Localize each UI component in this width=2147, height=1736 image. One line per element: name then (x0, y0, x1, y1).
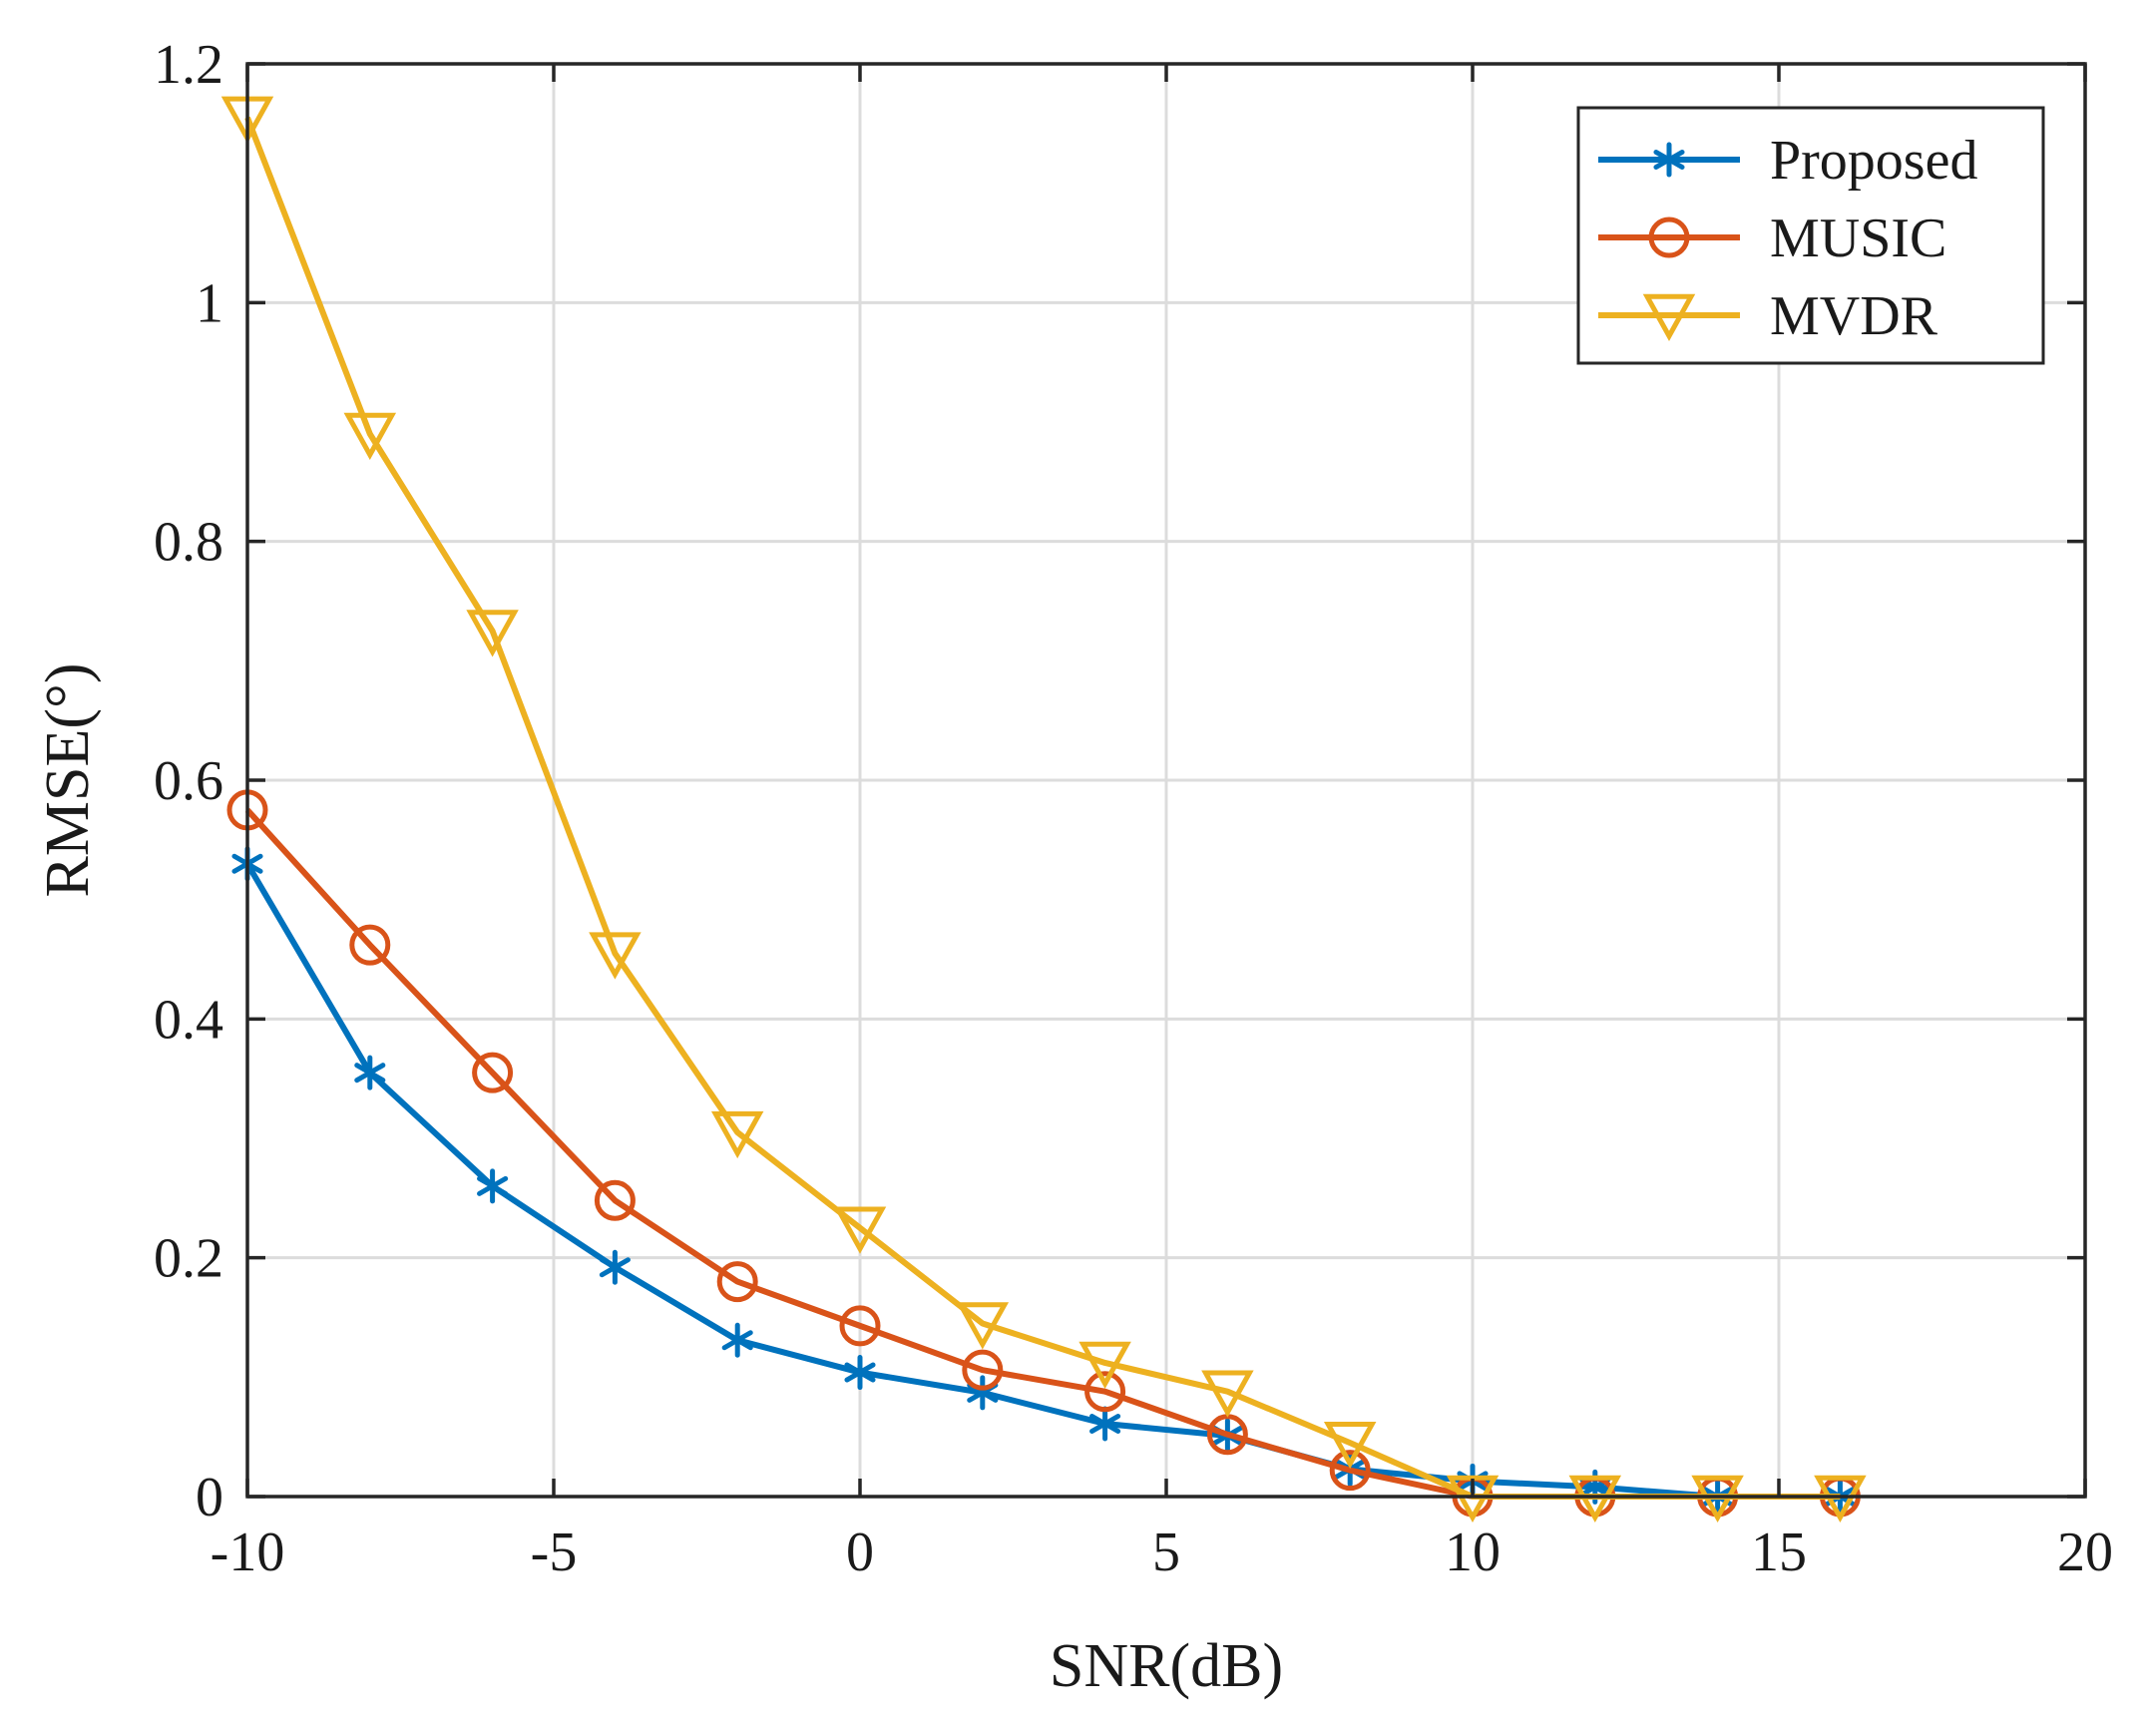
marker-circle (594, 1179, 636, 1221)
data-point-mvdr (1078, 1341, 1131, 1390)
marker-circle (349, 924, 391, 966)
y-tick-label: 0.4 (154, 989, 223, 1051)
marker-circle (962, 1349, 1004, 1391)
y-tick-label: 1 (196, 272, 223, 334)
data-point-music (594, 1179, 636, 1221)
marker-stroke (354, 1063, 386, 1084)
y-tick-label: 0.6 (154, 750, 223, 812)
data-point-mvdr (956, 1302, 1010, 1350)
marker-circle (1084, 1371, 1126, 1413)
data-point-music (1084, 1371, 1126, 1413)
legend-marker-proposed (1653, 142, 1685, 178)
data-point-mvdr (710, 1110, 764, 1159)
legend-item-music: MUSIC (1598, 208, 1946, 269)
data-point-music (839, 1305, 881, 1347)
data-point-mvdr (1323, 1421, 1377, 1470)
x-tick-label: 10 (1445, 1521, 1501, 1583)
data-point-mvdr (466, 610, 519, 657)
y-axis-title: RMSE(°) (34, 663, 102, 898)
marker-triangle (1078, 1341, 1131, 1390)
x-tick-label: -5 (531, 1521, 578, 1583)
data-point-proposed (1089, 1406, 1121, 1442)
x-tick-label: 0 (846, 1521, 874, 1583)
marker-stroke (721, 1330, 753, 1351)
y-tick-label: 0 (196, 1467, 223, 1528)
data-point-mvdr (343, 412, 397, 461)
data-point-proposed (354, 1055, 386, 1090)
marker-stroke (477, 1175, 509, 1196)
marker-triangle (1323, 1421, 1377, 1470)
x-tick-label: 20 (2057, 1521, 2113, 1583)
data-point-music (472, 1052, 514, 1093)
marker-triangle (956, 1302, 1010, 1350)
legend-item-proposed: Proposed (1598, 130, 1977, 192)
legend-label-mvdr: MVDR (1770, 285, 1938, 347)
x-tick-label: 15 (1751, 1521, 1807, 1583)
marker-circle (472, 1052, 514, 1093)
y-tick-label: 0.2 (154, 1228, 223, 1290)
marker-stroke (844, 1362, 876, 1383)
legend-label-proposed: Proposed (1770, 130, 1977, 192)
data-point-music (1329, 1450, 1371, 1492)
marker-stroke (1653, 150, 1685, 170)
marker-circle (1648, 217, 1690, 258)
data-point-proposed (721, 1322, 753, 1358)
data-point-proposed (844, 1355, 876, 1391)
marker-circle (1329, 1450, 1371, 1492)
x-tick-label: 5 (1152, 1521, 1180, 1583)
legend-marker-mvdr (1642, 293, 1696, 342)
legend: Proposed MUSIC MVDR (1576, 106, 2045, 365)
legend-label-music: MUSIC (1770, 208, 1946, 269)
data-point-music (716, 1261, 758, 1303)
tick-labels: -10 -5 0 5 10 15 20 0 0.2 0.4 0.6 0.8 1 1.2 (154, 34, 2113, 1583)
data-point-music (962, 1349, 1004, 1391)
x-tick-label: -10 (211, 1521, 285, 1583)
data-point-proposed (477, 1168, 509, 1204)
marker-triangle (1201, 1370, 1254, 1418)
legend-item-mvdr: MVDR (1598, 285, 1938, 347)
x-axis-title: SNR(dB) (1050, 1632, 1283, 1700)
data-point-mvdr (833, 1206, 887, 1254)
axes (245, 62, 2087, 1499)
data-point-mvdr (1201, 1370, 1254, 1418)
marker-circle (839, 1305, 881, 1347)
marker-triangle (343, 412, 397, 461)
y-tick-label: 0.8 (154, 512, 223, 574)
marker-triangle (710, 1110, 764, 1159)
marker-circle (716, 1261, 758, 1303)
marker-triangle (1642, 293, 1696, 342)
data-point-music (349, 924, 391, 966)
y-tick-label: 1.2 (154, 34, 223, 96)
data-point-proposed (599, 1249, 631, 1285)
marker-stroke (599, 1257, 631, 1278)
legend-marker-music (1648, 217, 1690, 258)
marker-triangle (589, 932, 642, 980)
data-point-mvdr (589, 932, 642, 980)
series-line-proposed (244, 862, 1841, 1500)
marker-triangle (833, 1206, 887, 1254)
marker-stroke (1089, 1414, 1121, 1435)
marker-triangle (466, 610, 519, 657)
